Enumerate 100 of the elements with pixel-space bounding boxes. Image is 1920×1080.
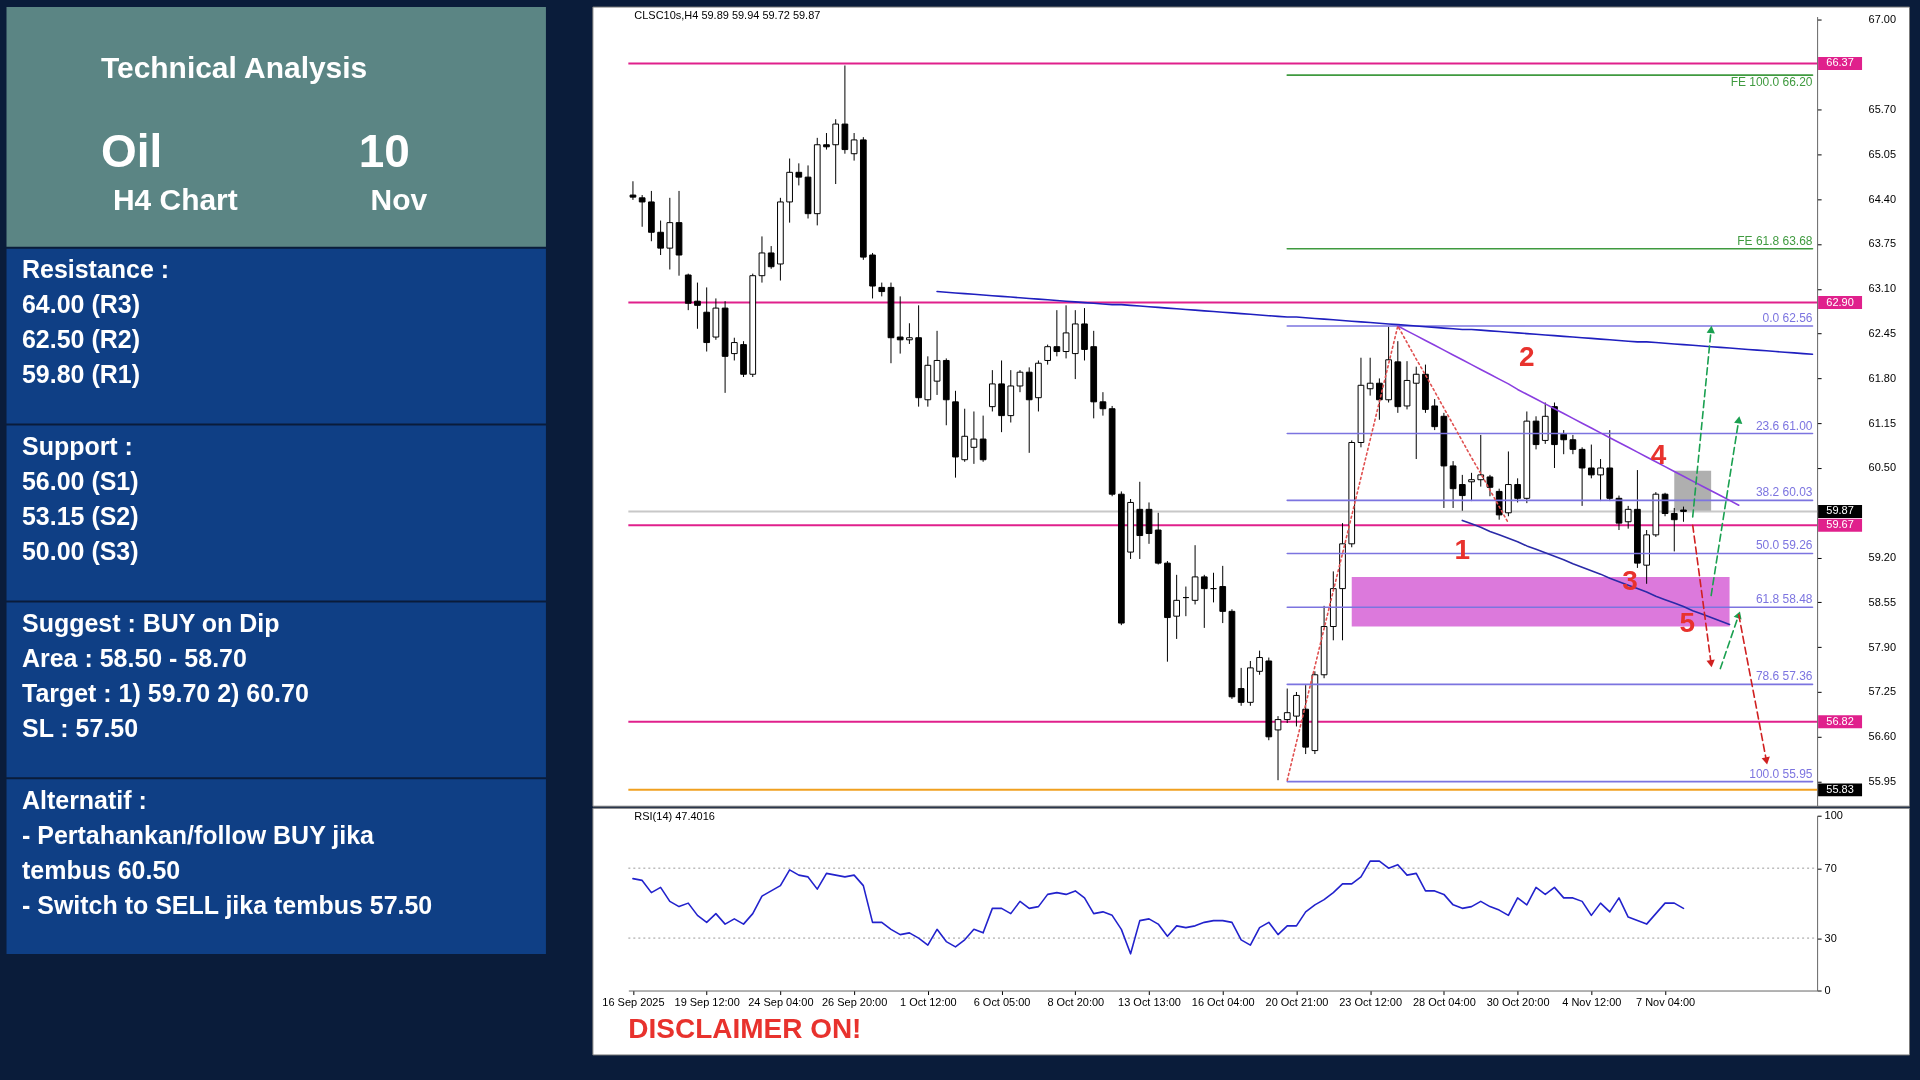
x-tick-label: 28 Oct 04:00 xyxy=(1412,996,1476,1009)
y-tick-label: 59.20 xyxy=(1868,551,1897,564)
candlestick xyxy=(988,369,996,412)
candlestick xyxy=(638,194,646,228)
candlestick xyxy=(1016,369,1024,393)
series-label: 0.0 62.56 xyxy=(1762,311,1813,326)
text: Suggest : BUY on Dip xyxy=(21,608,280,637)
x-tick-label: 23 Oct 12:00 xyxy=(1339,996,1403,1009)
ref-line-label: 55.83 xyxy=(1826,782,1854,795)
text: 56.00 (S1) xyxy=(21,467,139,496)
candlestick xyxy=(694,282,701,330)
x-tick-label: 26 Sep 20:00 xyxy=(821,996,888,1009)
candlestick xyxy=(1431,398,1439,431)
candlestick xyxy=(1044,344,1051,366)
y-tick-label: 63.75 xyxy=(1868,237,1897,250)
series-label: FE 61.8 63.68 xyxy=(1737,233,1813,248)
candlestick xyxy=(896,295,904,355)
candlestick xyxy=(1053,309,1061,357)
series-label: 38.2 60.03 xyxy=(1755,485,1813,500)
candlestick xyxy=(1293,691,1300,727)
y-tick-label: 62.45 xyxy=(1868,327,1897,340)
x-tick-label: 20 Oct 21:00 xyxy=(1265,996,1329,1009)
candlestick xyxy=(1624,505,1632,530)
x-tick-label: 4 Nov 12:00 xyxy=(1562,996,1622,1009)
line-series xyxy=(632,860,1685,955)
text: - Switch to SELL jika tembus 57.50 xyxy=(21,890,433,919)
candlestick xyxy=(1661,492,1669,517)
candlestick xyxy=(1514,477,1521,503)
ref-line-label: 59.67 xyxy=(1826,518,1854,531)
candlestick xyxy=(1532,415,1540,450)
x-tick-label: 24 Sep 04:00 xyxy=(748,996,814,1009)
candlestick xyxy=(1486,474,1494,497)
x-tick-label: 30 Oct 20:00 xyxy=(1486,996,1550,1009)
candlestick xyxy=(1449,460,1457,509)
candlestick xyxy=(1412,366,1420,460)
text: tembus 60.50 xyxy=(21,855,181,884)
y-tick-label: 70 xyxy=(1824,861,1837,874)
text: Oil xyxy=(100,125,163,178)
y-tick-label: 100 xyxy=(1824,809,1843,822)
candlestick xyxy=(1569,434,1577,455)
line-series xyxy=(1397,325,1740,507)
series-label: 23.6 61.00 xyxy=(1755,418,1813,433)
series-label: 61.8 58.48 xyxy=(1755,592,1813,607)
text: H4 Chart xyxy=(112,183,238,217)
candlestick xyxy=(629,180,637,201)
chart-title: RSI(14) 47.4016 xyxy=(634,809,715,822)
ref-line-label: 62.90 xyxy=(1826,295,1854,308)
text: 50.00 (S3) xyxy=(21,536,139,565)
x-tick-label: 1 Oct 12:00 xyxy=(899,996,957,1009)
annotation: 4 xyxy=(1650,439,1667,471)
x-tick-label: 8 Oct 20:00 xyxy=(1047,996,1105,1009)
candlestick xyxy=(1458,474,1466,512)
line-series xyxy=(1286,325,1510,782)
y-tick-label: 57.25 xyxy=(1868,685,1897,698)
candlestick xyxy=(1062,304,1070,359)
text: 62.50 (R2) xyxy=(21,325,140,354)
candlestick xyxy=(758,235,766,284)
text: DISCLAIMER ON! xyxy=(628,1013,862,1045)
candlestick xyxy=(1560,429,1568,455)
y-tick-label: 30 xyxy=(1824,931,1837,944)
y-tick-label: 63.10 xyxy=(1868,282,1897,295)
candlestick xyxy=(1200,574,1208,629)
text: 64.00 (R3) xyxy=(21,290,140,319)
text: Nov xyxy=(370,183,428,217)
x-tick-label: 16 Oct 04:00 xyxy=(1191,996,1255,1009)
ref-line-label: 56.82 xyxy=(1826,714,1854,727)
ref-line-label: 66.37 xyxy=(1826,56,1854,69)
y-tick-label: 65.05 xyxy=(1868,147,1897,160)
text: Support : xyxy=(21,432,133,461)
candlestick xyxy=(1597,458,1604,502)
text: Technical Analysis xyxy=(100,51,368,85)
candlestick xyxy=(933,330,941,396)
candlestick xyxy=(1274,715,1282,781)
candlestick xyxy=(1477,434,1485,488)
candlestick xyxy=(1256,650,1263,676)
annotation: 2 xyxy=(1519,341,1535,373)
text: Resistance : xyxy=(21,255,170,284)
candlestick xyxy=(970,410,978,465)
text: SL : 57.50 xyxy=(21,713,139,742)
candlestick xyxy=(1468,472,1475,502)
candlestick xyxy=(1670,507,1678,552)
y-tick-label: 60.50 xyxy=(1868,461,1897,474)
candlestick xyxy=(850,132,858,162)
ref-line-label: 59.87 xyxy=(1826,504,1854,517)
text: 59.80 (R1) xyxy=(21,360,140,389)
y-tick-label: 56.60 xyxy=(1868,730,1897,743)
y-tick-label: 64.40 xyxy=(1868,192,1897,205)
x-tick-label: 7 Nov 04:00 xyxy=(1635,996,1696,1009)
x-tick-label: 13 Oct 13:00 xyxy=(1118,996,1181,1009)
candlestick xyxy=(961,408,969,463)
series-label: 100.0 55.95 xyxy=(1749,766,1813,781)
text: Alternatif : xyxy=(21,785,147,814)
text: 53.15 (S2) xyxy=(21,502,139,531)
candlestick xyxy=(1191,544,1199,605)
candlestick xyxy=(1099,391,1107,417)
y-tick-label: 0 xyxy=(1824,984,1831,997)
series-label: 78.6 57.36 xyxy=(1755,669,1813,684)
x-tick-label: 19 Sep 12:00 xyxy=(674,996,740,1009)
y-tick-label: 55.95 xyxy=(1868,775,1897,788)
series-label: 50.0 59.26 xyxy=(1755,538,1813,553)
